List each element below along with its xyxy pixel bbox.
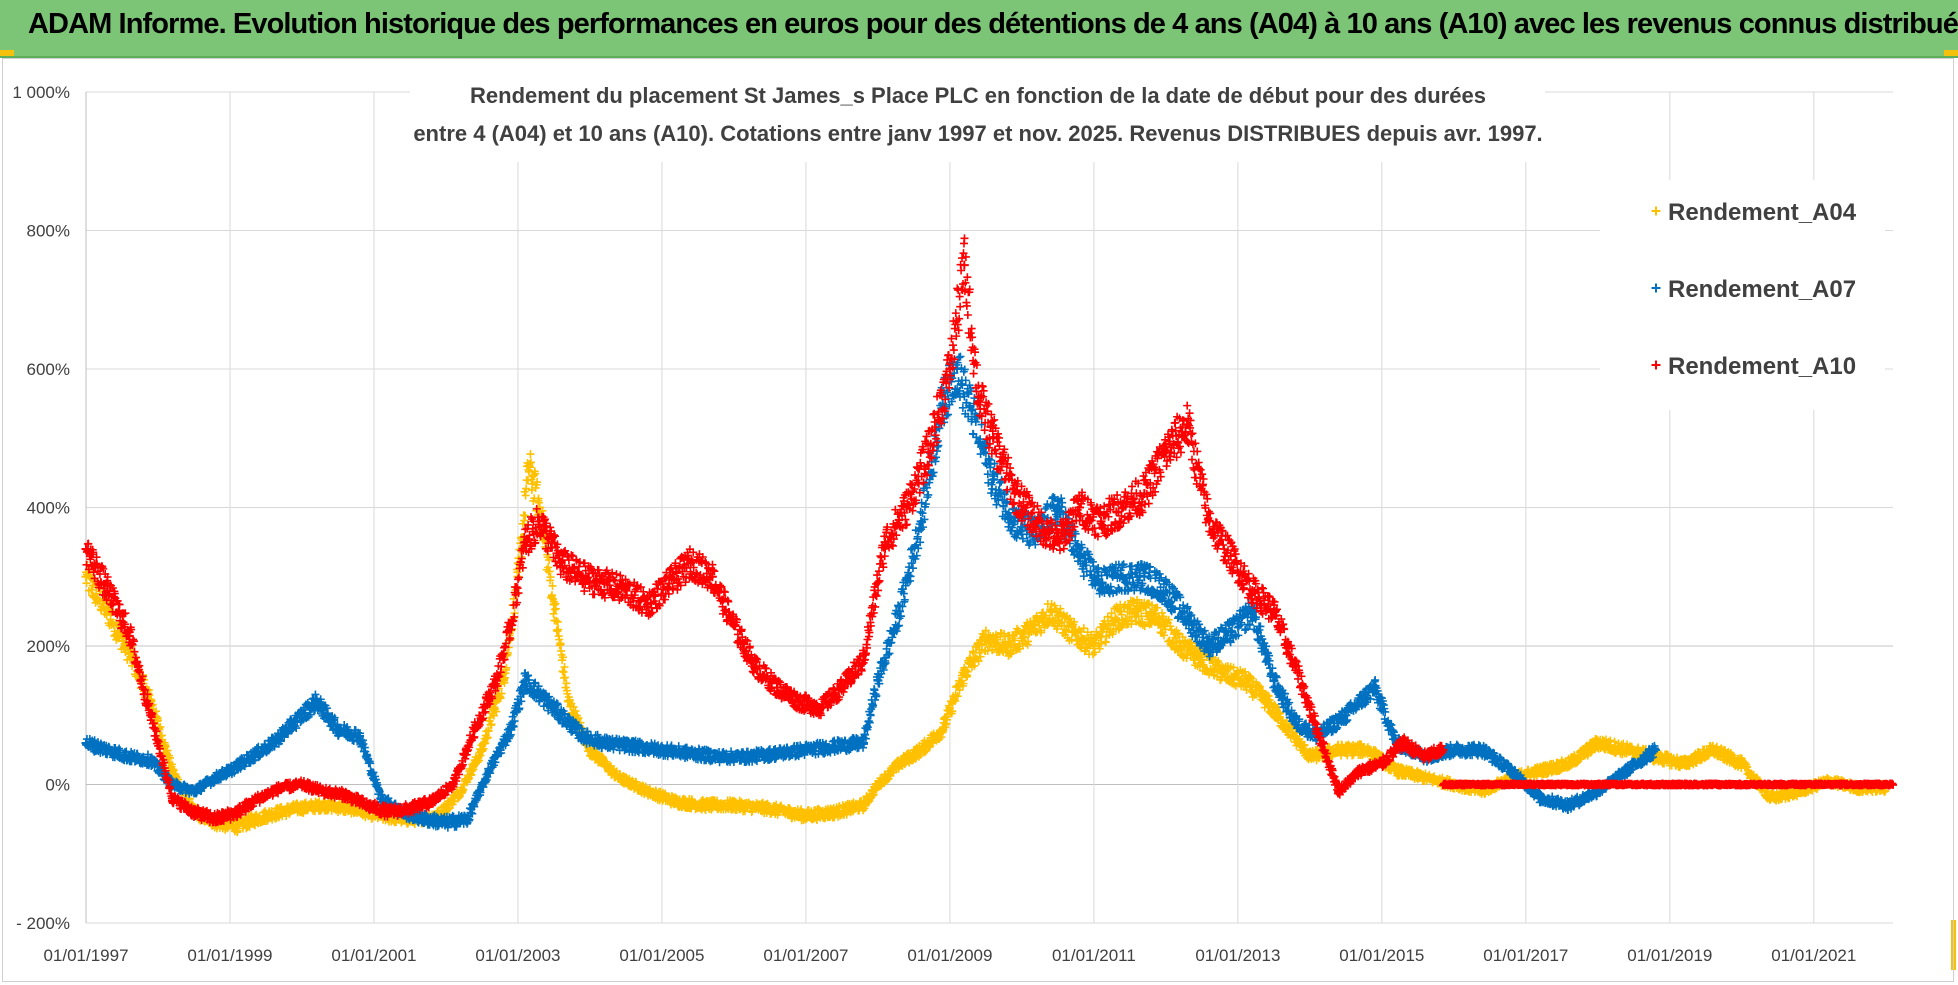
x-tick-label: 01/01/2007 xyxy=(763,946,848,965)
y-tick-label: 600% xyxy=(27,360,70,379)
x-tick-label: 01/01/2009 xyxy=(907,946,992,965)
x-axis-ticks: 01/01/1997 01/01/1999 01/01/2001 01/01/2003… xyxy=(43,946,1856,965)
header-banner: ADAM Informe. Evolution historique des p… xyxy=(0,0,1958,58)
series-point-cloud xyxy=(82,234,1447,827)
y-axis-ticks: - 200% 0% 200% 400% 600% 800% 1 000% xyxy=(12,83,70,933)
x-tick-label: 01/01/1999 xyxy=(187,946,272,965)
legend: Rendement_A04 Rendement_A07 Rendement_A10 xyxy=(1600,180,1885,410)
legend-label: Rendement_A10 xyxy=(1668,353,1856,380)
y-tick-label: - 200% xyxy=(16,914,70,933)
chart-title-line-1: Rendement du placement St James_s Place … xyxy=(470,83,1486,108)
corner-mark-top-right xyxy=(1944,50,1958,56)
x-tick-label: 01/01/1997 xyxy=(43,946,128,965)
series-point-cloud xyxy=(82,352,1659,832)
legend-marker xyxy=(1651,360,1661,370)
x-tick-label: 01/01/2015 xyxy=(1339,946,1424,965)
x-tick-label: 01/01/2011 xyxy=(1052,946,1136,965)
legend-label: Rendement_A04 xyxy=(1668,199,1857,226)
series-Rendement_A07 xyxy=(81,352,1660,832)
flat-segment-A10 xyxy=(1439,779,1897,790)
y-tick-label: 200% xyxy=(27,637,70,656)
legend-marker xyxy=(1651,206,1661,216)
x-tick-label: 01/01/2021 xyxy=(1771,946,1856,965)
legend-label: Rendement_A07 xyxy=(1668,276,1856,303)
y-tick-label: 1 000% xyxy=(12,83,70,102)
series-Rendement_A04 xyxy=(81,450,1891,837)
legend-background xyxy=(1600,180,1885,410)
x-tick-label: 01/01/2005 xyxy=(619,946,704,965)
y-tick-label: 800% xyxy=(27,222,70,241)
data-point xyxy=(923,447,933,457)
series-layer xyxy=(81,234,1897,837)
y-tick-label: 0% xyxy=(45,776,70,795)
chart-title-line-2: entre 4 (A04) et 10 ans (A10). Cotations… xyxy=(413,121,1542,146)
series-Rendement_A10 xyxy=(81,234,1448,827)
page-title: ADAM Informe. Evolution historique des p… xyxy=(28,8,1958,40)
title-background xyxy=(410,72,1545,162)
corner-mark-top-left xyxy=(0,50,14,56)
series-point-cloud xyxy=(82,450,1890,837)
legend-marker xyxy=(1651,283,1661,293)
x-tick-label: 01/01/2013 xyxy=(1195,946,1280,965)
y-tick-label: 400% xyxy=(27,499,70,518)
x-tick-label: 01/01/2001 xyxy=(331,946,416,965)
x-tick-label: 01/01/2019 xyxy=(1627,946,1712,965)
chart-frame xyxy=(2,58,1954,982)
x-tick-label: 01/01/2017 xyxy=(1483,946,1568,965)
x-tick-label: 01/01/2003 xyxy=(475,946,560,965)
